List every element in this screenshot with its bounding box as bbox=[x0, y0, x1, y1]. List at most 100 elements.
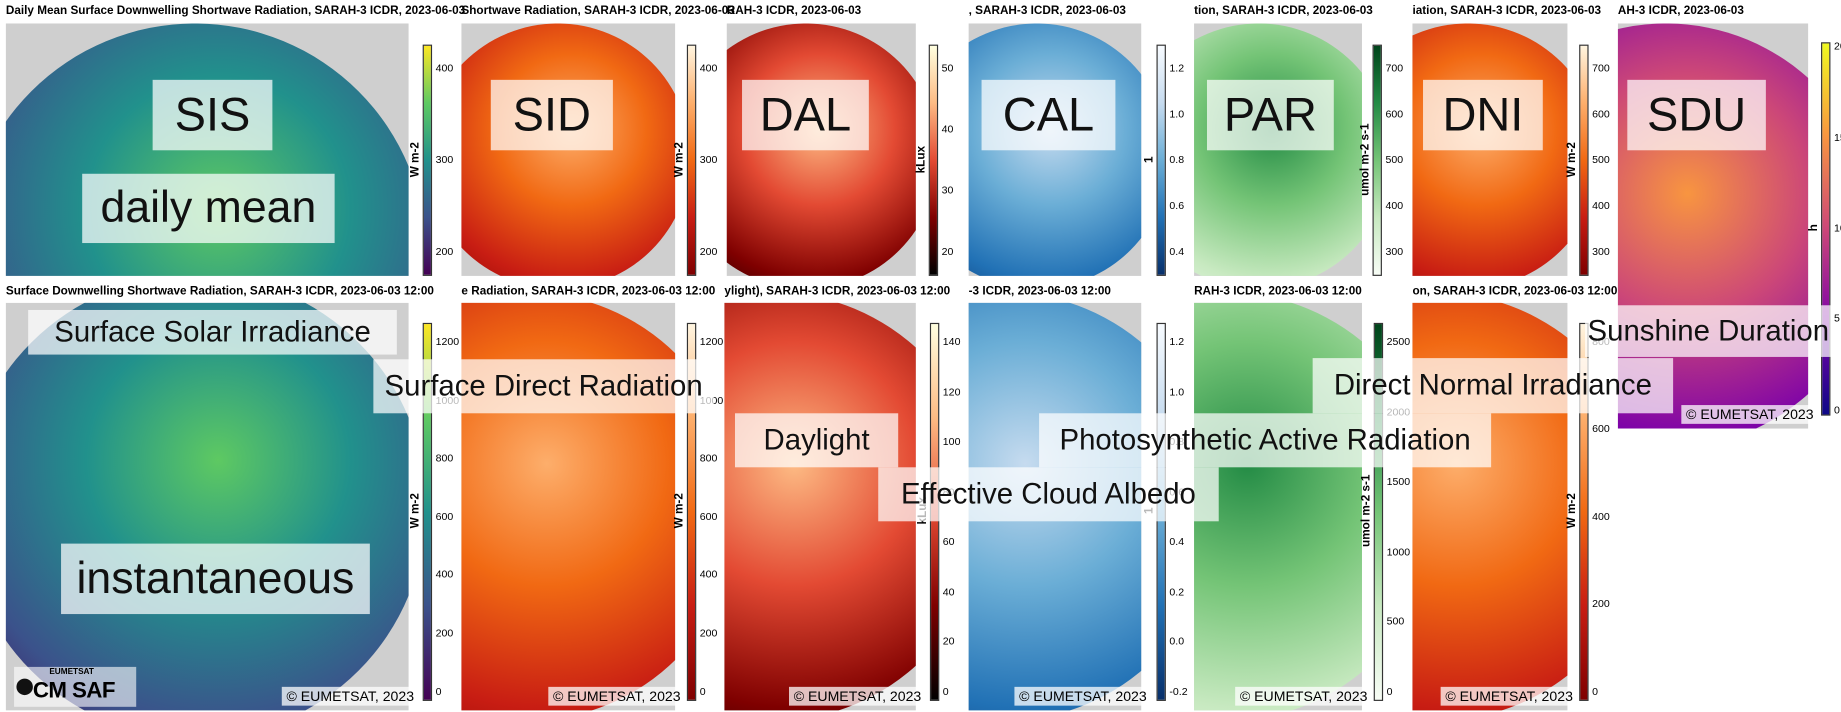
colorbar-tick-label: 15 bbox=[1833, 131, 1841, 143]
colorbar-label: W m-2 bbox=[409, 141, 423, 177]
overlay-label: PAR bbox=[1206, 79, 1334, 151]
colorbar bbox=[686, 44, 697, 276]
colorbar-label: kLux bbox=[915, 145, 929, 173]
colorbar-tick-label: 120 bbox=[942, 385, 961, 398]
colorbar-tick-label: 400 bbox=[435, 61, 454, 74]
panel-title: RAH-3 ICDR, 2023-06-03 12:00 bbox=[1194, 285, 1362, 299]
colorbar-tick-label: 0.4 bbox=[1169, 244, 1185, 257]
colorbar-tick-label: 1200 bbox=[435, 335, 460, 348]
colorbar-tick-label: 500 bbox=[1385, 153, 1404, 165]
overlay-label: Photosynthetic Active Radiation bbox=[1039, 413, 1492, 468]
colorbar-tick-label: 300 bbox=[699, 153, 718, 165]
copyright: © EUMETSAT, 2023 bbox=[1014, 686, 1152, 706]
colorbar-tick-label: 30 bbox=[941, 183, 954, 196]
colorbar-tick-label: 500 bbox=[1386, 615, 1405, 628]
colorbar-tick-label: 1.2 bbox=[1169, 335, 1185, 348]
copyright: © EUMETSAT, 2023 bbox=[789, 686, 926, 706]
colorbar-tick-label: 700 bbox=[1385, 61, 1404, 74]
map-panel bbox=[1412, 302, 1568, 711]
colorbar-label: umol m-2 s-1 bbox=[1360, 474, 1374, 547]
logo-org: EUMETSAT bbox=[49, 668, 94, 677]
colorbar-tick-label: 600 bbox=[1592, 423, 1610, 435]
panel-title: on, SARAH-3 ICDR, 2023-06-03 12:00 bbox=[1412, 285, 1618, 299]
colorbar-tick-label: 400 bbox=[699, 61, 718, 74]
colorbar-label: W m-2 bbox=[673, 493, 687, 529]
colorbar-tick-label: 0.6 bbox=[1169, 199, 1185, 211]
colorbar-tick-label: 5 bbox=[1833, 312, 1840, 325]
colorbar bbox=[422, 322, 433, 701]
copyright: © EUMETSAT, 2023 bbox=[1681, 405, 1819, 424]
copyright: © EUMETSAT, 2023 bbox=[1440, 686, 1578, 706]
colorbar-tick-label: 400 bbox=[435, 568, 454, 581]
colorbar-tick-label: 0 bbox=[435, 685, 442, 697]
colorbar-tick-label: 1200 bbox=[699, 335, 724, 348]
colorbar-tick-label: 600 bbox=[699, 510, 718, 523]
colorbar-tick-label: 600 bbox=[1385, 107, 1404, 120]
colorbar-tick-label: 0.8 bbox=[1169, 153, 1185, 165]
colorbar-label: umol m-2 s-1 bbox=[1359, 122, 1372, 196]
panel-title: AH-3 ICDR, 2023-06-03 bbox=[1617, 4, 1744, 18]
logo-mark bbox=[16, 678, 33, 696]
colorbar-label: W m-2 bbox=[409, 493, 423, 529]
colorbar-tick-label: 40 bbox=[942, 585, 955, 598]
overlay-label: daily mean bbox=[82, 173, 335, 244]
colorbar bbox=[1156, 44, 1166, 276]
colorbar-tick-label: 800 bbox=[435, 452, 454, 464]
colorbar-tick-label: 300 bbox=[435, 153, 454, 165]
overlay-label: Surface Solar Irradiance bbox=[28, 309, 397, 355]
colorbar bbox=[686, 322, 697, 701]
colorbar-tick-label: 0 bbox=[699, 685, 706, 697]
panel-title: RAH-3 ICDR, 2023-06-03 bbox=[726, 4, 862, 18]
colorbar-label: 1 bbox=[1142, 155, 1156, 163]
colorbar-tick-label: 400 bbox=[1592, 510, 1610, 523]
colorbar bbox=[422, 44, 433, 276]
overlay-label: SDU bbox=[1627, 79, 1766, 151]
colorbar-label: W m-2 bbox=[1565, 141, 1579, 177]
copyright: © EUMETSAT, 2023 bbox=[1235, 686, 1373, 706]
colorbar bbox=[1579, 322, 1589, 701]
colorbar-tick-label: -0.2 bbox=[1169, 685, 1188, 697]
overlay-label: SIS bbox=[152, 79, 273, 151]
colorbar-tick-label: 20 bbox=[1833, 40, 1841, 52]
colorbar-tick-label: 0.2 bbox=[1169, 585, 1185, 598]
overlay-label: instantaneous bbox=[61, 543, 370, 615]
colorbar-tick-label: 300 bbox=[1592, 244, 1610, 257]
colorbar-label: W m-2 bbox=[1565, 493, 1579, 529]
colorbar-tick-label: 200 bbox=[699, 244, 718, 257]
panel-title: , SARAH-3 ICDR, 2023-06-03 bbox=[968, 4, 1126, 18]
map-panel bbox=[1194, 302, 1362, 711]
copyright: © EUMETSAT, 2023 bbox=[281, 686, 419, 706]
colorbar bbox=[1373, 322, 1384, 701]
colorbar-tick-label: 500 bbox=[1592, 153, 1610, 165]
colorbar-tick-label: 0.4 bbox=[1169, 535, 1185, 548]
logo: EUMETSAT CM SAF bbox=[14, 666, 137, 707]
colorbar bbox=[1372, 44, 1382, 276]
overlay-label: Effective Cloud Albedo bbox=[878, 467, 1219, 522]
colorbar bbox=[928, 44, 939, 276]
colorbar-tick-label: 600 bbox=[435, 510, 454, 523]
colorbar-tick-label: 400 bbox=[699, 568, 718, 581]
colorbar-tick-label: 600 bbox=[1592, 107, 1610, 120]
colorbar-tick-label: 10 bbox=[1833, 221, 1841, 234]
colorbar bbox=[1821, 42, 1831, 416]
overlay-label: Surface Direct Radiation bbox=[373, 359, 714, 414]
colorbar bbox=[1579, 44, 1589, 276]
colorbar-tick-label: 0 bbox=[942, 685, 949, 697]
colorbar-tick-label: 40 bbox=[941, 122, 954, 135]
panel-title: ylight), SARAH-3 ICDR, 2023-06-03 12:00 bbox=[724, 285, 951, 299]
overlay-label: DAL bbox=[742, 79, 869, 151]
colorbar-tick-label: 0 bbox=[1592, 685, 1598, 697]
colorbar-tick-label: 800 bbox=[699, 452, 718, 464]
colorbar-label: h bbox=[1807, 224, 1821, 232]
overlay-label: CAL bbox=[981, 79, 1116, 151]
colorbar-tick-label: 50 bbox=[941, 61, 954, 74]
colorbar-tick-label: 300 bbox=[1385, 244, 1404, 257]
overlay-label: Direct Normal Irradiance bbox=[1312, 358, 1674, 414]
colorbar-tick-label: 2500 bbox=[1386, 335, 1411, 348]
colorbar-tick-label: 0.0 bbox=[1169, 635, 1185, 648]
colorbar-tick-label: 1500 bbox=[1386, 475, 1411, 488]
colorbar-tick-label: 0 bbox=[1833, 403, 1840, 416]
overlay-label: SID bbox=[490, 79, 613, 151]
colorbar-tick-label: 200 bbox=[435, 244, 454, 257]
